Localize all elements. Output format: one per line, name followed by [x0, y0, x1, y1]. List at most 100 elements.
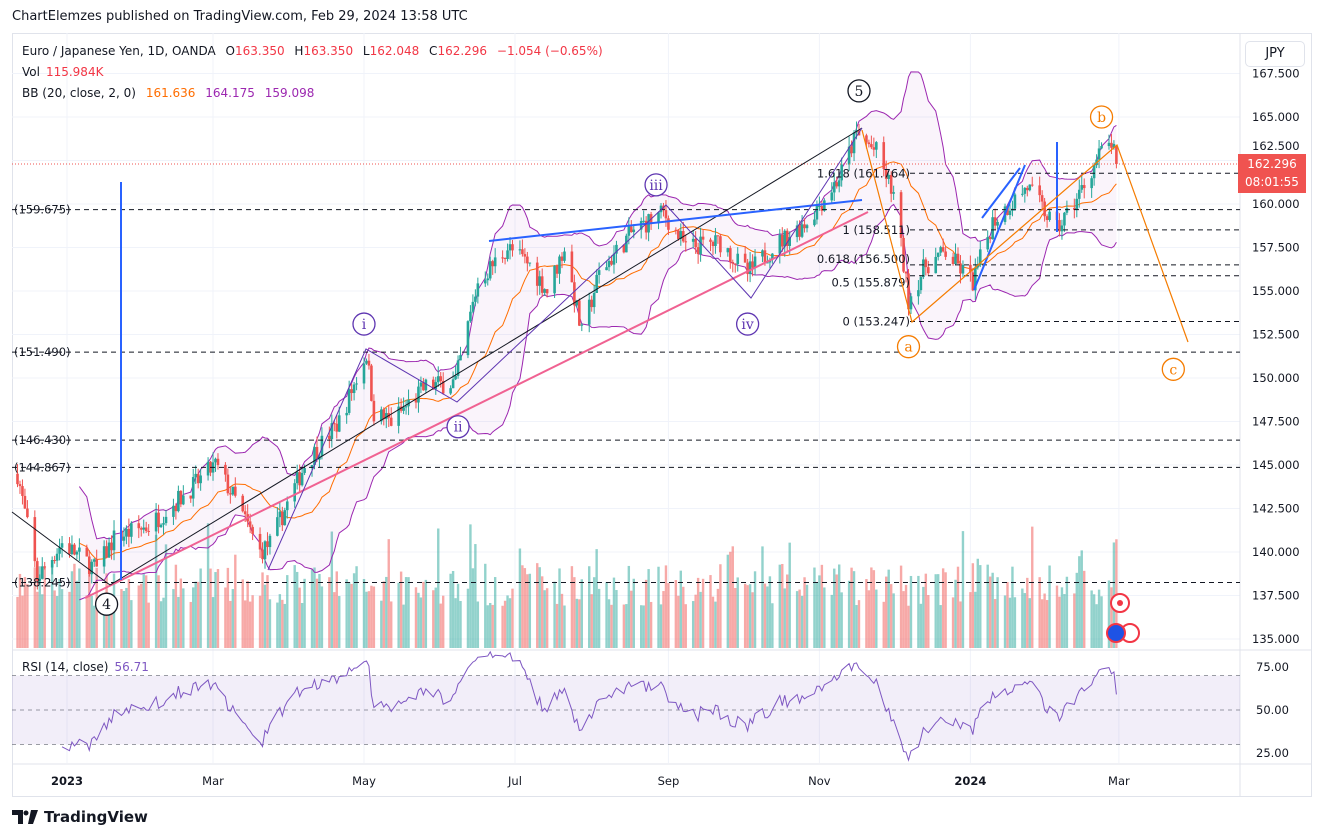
candle-body — [919, 277, 923, 291]
volume-bar — [889, 584, 893, 648]
candle-body — [199, 475, 202, 484]
volume-bar — [857, 600, 861, 648]
volume-bar — [768, 576, 772, 648]
volume-bar — [1060, 587, 1064, 648]
bb-upper-value: 164.175 — [205, 86, 255, 100]
candle-body — [142, 527, 146, 530]
candle-body — [486, 278, 490, 281]
volume-legend: Vol 115.984K — [22, 65, 109, 79]
bar-countdown: 08:01:55 — [1245, 175, 1299, 189]
volume-bar — [580, 579, 583, 648]
volume-bar — [125, 587, 128, 648]
last-price-label: 162.296 08:01:55 — [1238, 154, 1306, 193]
currency-button[interactable]: JPY — [1245, 41, 1305, 67]
price-axis-tick: 147.500 — [1252, 415, 1300, 429]
volume-bar — [1008, 597, 1012, 648]
volume-bar — [788, 542, 791, 648]
candle-body — [501, 257, 504, 259]
volume-bar — [993, 599, 997, 648]
volume-bar — [781, 563, 784, 648]
volume-bar — [907, 605, 910, 648]
volume-bar — [709, 575, 712, 648]
candle-body — [95, 559, 98, 567]
volume-bar — [659, 604, 663, 648]
candle-body — [988, 237, 992, 240]
candle-body — [832, 182, 836, 193]
chart-frame[interactable] — [12, 33, 1312, 797]
candle-body — [266, 541, 269, 548]
candle-body — [847, 146, 851, 165]
volume-bar — [414, 587, 418, 648]
candle-body — [127, 528, 131, 537]
candle-body — [310, 465, 314, 469]
candle-body — [615, 244, 618, 254]
candle-body — [231, 486, 235, 495]
candle-body — [174, 505, 178, 512]
candle-body — [21, 486, 24, 496]
candle-body — [439, 376, 443, 381]
volume-bar — [60, 589, 64, 648]
close-label: C — [429, 44, 438, 58]
footer-brand: TradingView — [44, 808, 148, 826]
volume-bar — [865, 579, 868, 648]
volume-bar — [904, 584, 908, 648]
bb-label[interactable]: BB (20, close, 2, 0) — [22, 86, 136, 100]
candle-body — [1065, 207, 1069, 213]
volume-bar — [1078, 556, 1081, 648]
vol-label[interactable]: Vol — [22, 65, 40, 79]
candle-body — [667, 218, 670, 230]
candle-body — [36, 561, 39, 581]
symbol-legend: Euro / Japanese Yen, 1D, OANDA O163.350 … — [22, 44, 609, 58]
volume-bar — [694, 594, 697, 648]
candle-body — [362, 363, 366, 384]
candle-body — [335, 423, 339, 432]
volume-bar — [142, 574, 145, 648]
price-axis-tick: 150.000 — [1252, 371, 1300, 385]
volume-bar — [927, 595, 930, 648]
candle-body — [795, 225, 799, 238]
volume-bar — [58, 579, 61, 648]
volume-bar — [484, 563, 487, 648]
wave-label-circle — [1161, 357, 1185, 381]
volume-bar — [751, 592, 754, 648]
candle-body — [293, 483, 296, 502]
candle-body — [365, 360, 368, 364]
candle-body — [803, 224, 806, 229]
candle-body — [441, 380, 445, 394]
volume-bar — [592, 577, 596, 648]
volume-bar — [798, 589, 801, 648]
volume-bar — [823, 587, 826, 648]
volume-bar — [560, 593, 564, 648]
volume-bar — [667, 583, 670, 648]
volume-bar — [234, 554, 237, 648]
candle-body — [696, 247, 700, 255]
rsi-label[interactable]: RSI (14, close) — [22, 660, 109, 674]
volume-bar — [1115, 539, 1118, 648]
candle-body — [370, 365, 373, 401]
candle-body — [736, 253, 740, 265]
volume-bar — [154, 534, 158, 648]
volume-bar — [607, 599, 611, 648]
volume-bar — [892, 593, 895, 648]
symbol-title[interactable]: Euro / Japanese Yen, 1D, OANDA — [22, 44, 216, 58]
volume-bar — [1065, 576, 1069, 648]
candle-body — [694, 238, 697, 248]
candle-body — [397, 406, 400, 426]
volume-bar — [216, 569, 220, 648]
volume-bar — [701, 578, 705, 648]
blue-channel-line — [981, 167, 1021, 219]
time-axis-tick: 2024 — [954, 774, 986, 788]
candle-body — [701, 236, 705, 240]
candle-body — [823, 200, 826, 211]
volume-bar — [969, 592, 972, 648]
tradingview-logo[interactable]: TradingView — [12, 808, 148, 826]
volume-bar — [885, 576, 888, 648]
candle-body — [107, 542, 111, 558]
candle-body — [996, 221, 999, 226]
volume-bar — [164, 544, 168, 648]
candle-body — [526, 256, 529, 264]
candle-body — [610, 260, 613, 265]
candle-body — [179, 490, 183, 505]
volume-bar — [263, 584, 267, 648]
